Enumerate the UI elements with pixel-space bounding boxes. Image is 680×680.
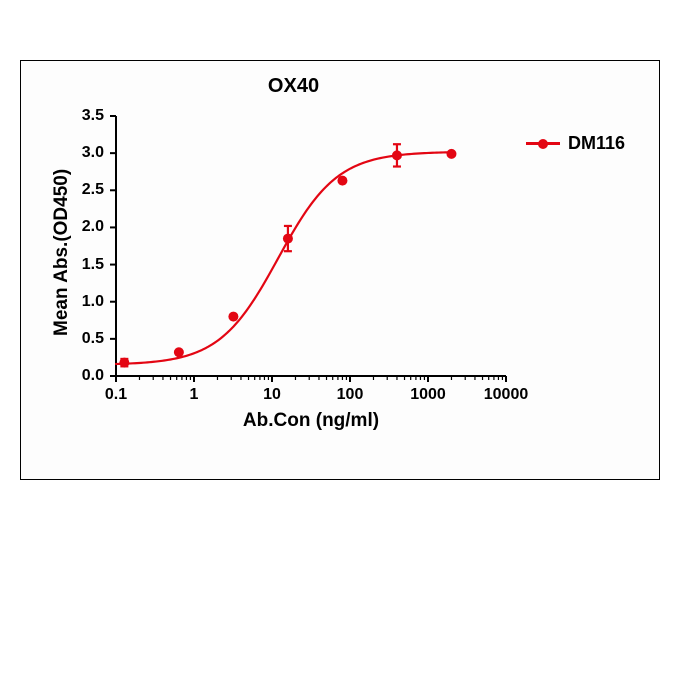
y-tick-label: 2.0 xyxy=(82,218,104,236)
y-tick-label: 1.0 xyxy=(82,293,104,311)
y-tick-label: 3.5 xyxy=(82,107,104,125)
y-tick-label: 3.0 xyxy=(82,144,104,162)
x-tick-label: 1 xyxy=(159,386,229,404)
x-tick-label: 0.1 xyxy=(81,386,151,404)
chart-panel: OX40 DM116 Mean Abs.(OD450) Ab.Con (ng/m… xyxy=(20,60,660,480)
y-tick-label: 2.5 xyxy=(82,181,104,199)
x-tick-label: 1000 xyxy=(393,386,463,404)
x-tick-label: 10 xyxy=(237,386,307,404)
y-tick-label: 0.5 xyxy=(82,330,104,348)
y-tick-label: 1.5 xyxy=(82,256,104,274)
y-tick-label: 0.0 xyxy=(82,367,104,385)
plot-area xyxy=(21,61,661,481)
x-tick-label: 100 xyxy=(315,386,385,404)
x-tick-label: 10000 xyxy=(471,386,541,404)
